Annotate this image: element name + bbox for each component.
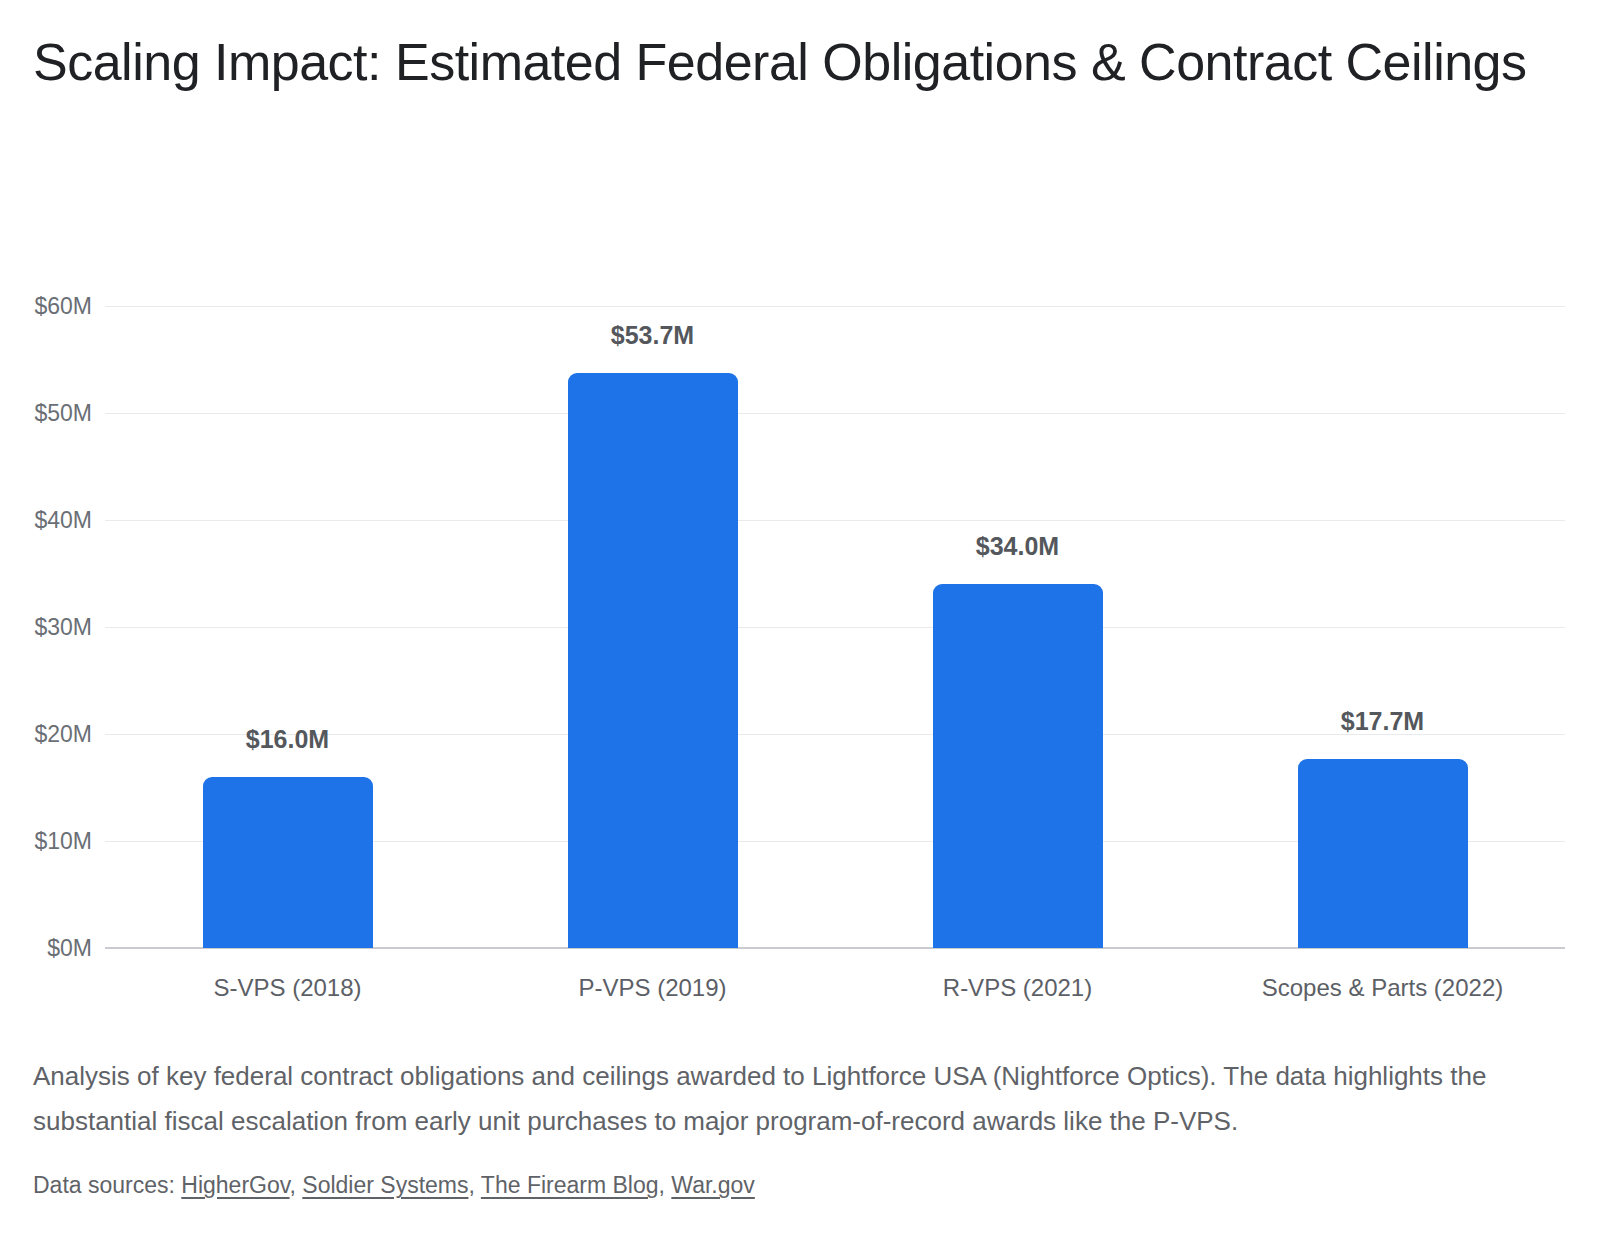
gridline — [105, 306, 1565, 307]
bar-value-label: $34.0M — [908, 529, 1128, 563]
x-axis-label: S-VPS (2018) — [105, 972, 470, 1004]
bar-value-label: $16.0M — [178, 722, 398, 756]
bar[interactable] — [203, 777, 373, 948]
y-axis-tick-label: $30M — [0, 612, 92, 642]
x-axis-label: R-VPS (2021) — [835, 972, 1200, 1004]
chart-description: Analysis of key federal contract obligat… — [33, 1054, 1563, 1144]
x-axis-label: P-VPS (2019) — [470, 972, 835, 1004]
gridline — [105, 413, 1565, 414]
data-sources-line: Data sources: HigherGov, Soldier Systems… — [33, 1170, 1563, 1200]
x-axis-label: Scopes & Parts (2022) — [1200, 972, 1565, 1004]
y-axis-tick-label: $50M — [0, 398, 92, 428]
y-axis-tick-label: $10M — [0, 826, 92, 856]
y-axis-tick-label: $40M — [0, 505, 92, 535]
y-axis-tick-label: $20M — [0, 719, 92, 749]
data-sources-label: Data sources: — [33, 1172, 175, 1198]
y-axis-tick-label: $60M — [0, 291, 92, 321]
source-link-highergov[interactable]: HigherGov — [181, 1172, 289, 1198]
gridline — [105, 627, 1565, 628]
bar[interactable] — [933, 584, 1103, 948]
y-axis-tick-label: $0M — [0, 933, 92, 963]
bar-value-label: $53.7M — [543, 318, 763, 352]
source-link-the-firearm-blog[interactable]: The Firearm Blog — [481, 1172, 659, 1198]
bar[interactable] — [1298, 759, 1468, 948]
gridline — [105, 520, 1565, 521]
bar-value-label: $17.7M — [1273, 704, 1493, 738]
source-link-war-gov[interactable]: War.gov — [671, 1172, 755, 1198]
report-page: Scaling Impact: Estimated Federal Obliga… — [0, 0, 1600, 1258]
bar[interactable] — [568, 373, 738, 948]
source-link-soldier-systems[interactable]: Soldier Systems — [302, 1172, 468, 1198]
data-sources-links: HigherGov, Soldier Systems, The Firearm … — [181, 1172, 755, 1198]
